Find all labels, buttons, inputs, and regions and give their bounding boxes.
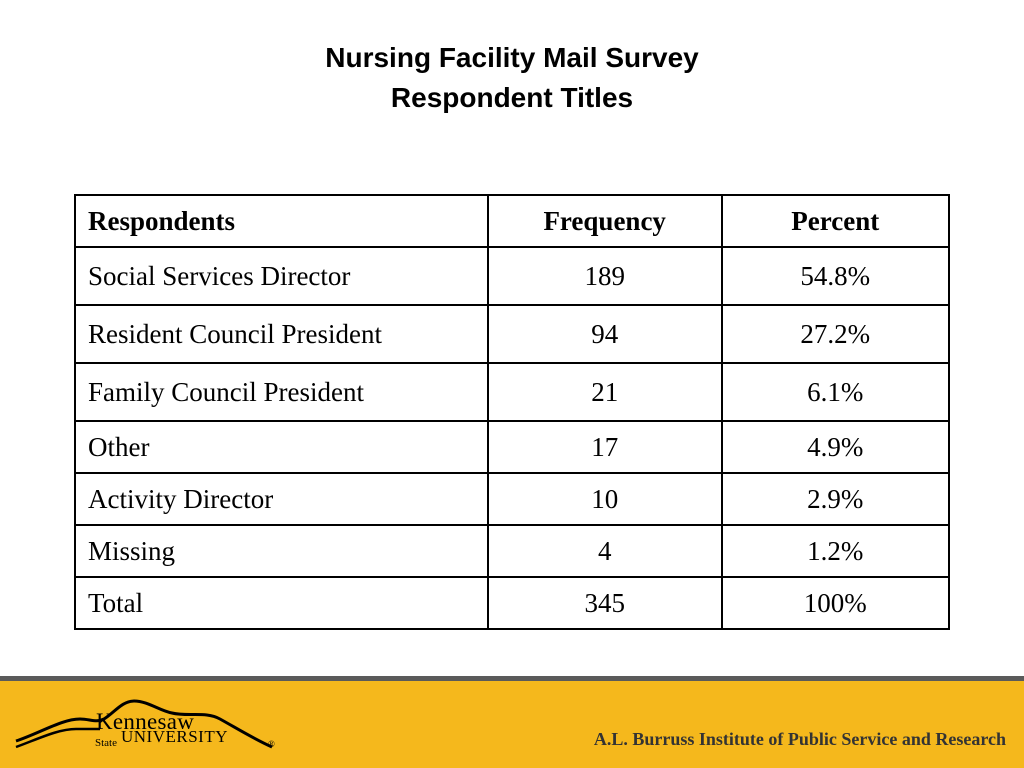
cell-percent: 6.1% — [720, 362, 950, 422]
table-row: Other 17 4.9% — [74, 420, 950, 474]
header-respondents: Respondents — [74, 194, 489, 248]
cell-respondent: Family Council President — [74, 362, 489, 422]
logo-university-text: UNIVERSITY — [121, 727, 228, 746]
cell-frequency: 94 — [486, 304, 723, 364]
table-header-row: Respondents Frequency Percent — [74, 194, 950, 248]
table-row: Activity Director 10 2.9% — [74, 472, 950, 526]
logo-kennesaw-text: Kennesaw — [96, 709, 195, 734]
footer-bar: Kennesaw State UNIVERSITY ® A.L. Burruss… — [0, 681, 1024, 768]
cell-percent: 54.8% — [720, 246, 950, 306]
header-frequency: Frequency — [486, 194, 723, 248]
cell-frequency: 10 — [486, 472, 723, 526]
table-row: Family Council President 21 6.1% — [74, 362, 950, 422]
cell-respondent: Activity Director — [74, 472, 489, 526]
cell-frequency: 21 — [486, 362, 723, 422]
cell-frequency: 17 — [486, 420, 723, 474]
title-line-2: Respondent Titles — [390, 82, 634, 113]
table-row: Missing 4 1.2% — [74, 524, 950, 578]
cell-percent: 4.9% — [720, 420, 950, 474]
respondent-titles-table: Respondents Frequency Percent Social Ser… — [74, 194, 950, 630]
cell-percent: 2.9% — [720, 472, 950, 526]
title-line-1: Nursing Facility Mail Survey — [325, 42, 699, 73]
cell-respondent: Resident Council President — [74, 304, 489, 364]
cell-frequency: 4 — [486, 524, 723, 578]
cell-percent: 1.2% — [720, 524, 950, 578]
table-row: Resident Council President 94 27.2% — [74, 304, 950, 364]
slide-title: Nursing Facility Mail Survey Respondent … — [0, 38, 1024, 118]
institute-name: A.L. Burruss Institute of Public Service… — [593, 729, 1006, 749]
cell-respondent: Other — [74, 420, 489, 474]
cell-percent: 100% — [720, 576, 950, 630]
cell-frequency: 345 — [486, 576, 723, 630]
table-row: Social Services Director 189 54.8% — [74, 246, 950, 306]
header-percent: Percent — [720, 194, 950, 248]
table-row-total: Total 345 100% — [74, 576, 950, 630]
mountain-logo-icon — [15, 699, 273, 749]
cell-respondent: Social Services Director — [74, 246, 489, 306]
cell-percent: 27.2% — [720, 304, 950, 364]
cell-frequency: 189 — [486, 246, 723, 306]
logo-state-text: State — [95, 737, 117, 749]
cell-respondent: Missing — [74, 524, 489, 578]
cell-respondent: Total — [74, 576, 489, 630]
registered-mark: ® — [268, 739, 275, 749]
footer-divider — [0, 676, 1024, 681]
